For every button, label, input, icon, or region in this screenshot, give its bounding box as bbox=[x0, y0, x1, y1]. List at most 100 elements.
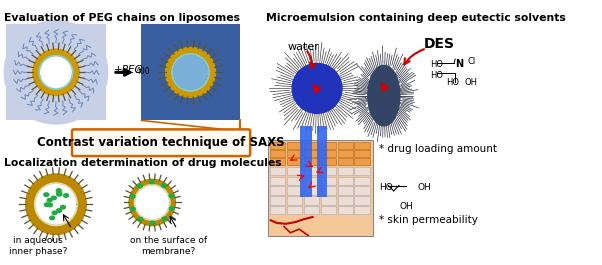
FancyBboxPatch shape bbox=[321, 150, 336, 157]
Text: DES: DES bbox=[424, 37, 455, 51]
Ellipse shape bbox=[34, 183, 77, 226]
Ellipse shape bbox=[47, 198, 52, 202]
FancyBboxPatch shape bbox=[287, 176, 302, 185]
Text: water: water bbox=[288, 42, 320, 52]
Ellipse shape bbox=[134, 185, 170, 220]
Ellipse shape bbox=[33, 49, 79, 95]
FancyBboxPatch shape bbox=[321, 186, 336, 195]
Ellipse shape bbox=[292, 63, 342, 113]
FancyBboxPatch shape bbox=[6, 24, 106, 121]
Ellipse shape bbox=[137, 184, 142, 188]
Ellipse shape bbox=[4, 21, 108, 124]
Ellipse shape bbox=[39, 55, 73, 89]
Ellipse shape bbox=[61, 205, 66, 209]
FancyBboxPatch shape bbox=[303, 196, 319, 205]
FancyBboxPatch shape bbox=[338, 196, 353, 205]
FancyBboxPatch shape bbox=[287, 150, 302, 157]
FancyBboxPatch shape bbox=[338, 167, 353, 175]
Ellipse shape bbox=[44, 193, 49, 196]
Text: OH: OH bbox=[400, 202, 414, 211]
FancyBboxPatch shape bbox=[270, 158, 285, 165]
Text: +PEG: +PEG bbox=[114, 65, 143, 75]
FancyBboxPatch shape bbox=[355, 142, 370, 149]
FancyBboxPatch shape bbox=[338, 176, 353, 185]
FancyBboxPatch shape bbox=[270, 150, 285, 157]
Text: $\bf{N}$: $\bf{N}$ bbox=[455, 57, 464, 69]
FancyBboxPatch shape bbox=[303, 176, 319, 185]
FancyBboxPatch shape bbox=[338, 186, 353, 195]
FancyBboxPatch shape bbox=[270, 206, 285, 214]
Ellipse shape bbox=[45, 203, 49, 206]
Ellipse shape bbox=[150, 221, 155, 225]
FancyBboxPatch shape bbox=[287, 142, 302, 149]
Ellipse shape bbox=[57, 209, 61, 212]
Text: Contrast variation technique of SAXS: Contrast variation technique of SAXS bbox=[37, 136, 285, 149]
Ellipse shape bbox=[166, 47, 216, 97]
FancyBboxPatch shape bbox=[321, 158, 336, 165]
FancyBboxPatch shape bbox=[355, 176, 370, 185]
FancyBboxPatch shape bbox=[287, 206, 302, 214]
Text: HO: HO bbox=[430, 60, 443, 69]
Ellipse shape bbox=[149, 180, 154, 184]
FancyBboxPatch shape bbox=[355, 186, 370, 195]
Ellipse shape bbox=[19, 167, 93, 242]
Text: HO: HO bbox=[446, 78, 459, 87]
FancyBboxPatch shape bbox=[72, 129, 250, 156]
FancyBboxPatch shape bbox=[355, 150, 370, 157]
FancyBboxPatch shape bbox=[303, 142, 319, 149]
Ellipse shape bbox=[130, 207, 135, 211]
Ellipse shape bbox=[146, 28, 235, 117]
Ellipse shape bbox=[57, 192, 62, 195]
Ellipse shape bbox=[57, 189, 61, 192]
FancyBboxPatch shape bbox=[321, 142, 336, 149]
Ellipse shape bbox=[169, 207, 174, 210]
FancyBboxPatch shape bbox=[300, 126, 312, 197]
Ellipse shape bbox=[169, 194, 174, 198]
Text: Cl: Cl bbox=[468, 57, 476, 66]
FancyBboxPatch shape bbox=[355, 196, 370, 205]
FancyBboxPatch shape bbox=[321, 206, 336, 214]
Text: 400: 400 bbox=[135, 67, 150, 76]
FancyBboxPatch shape bbox=[321, 176, 336, 185]
FancyBboxPatch shape bbox=[270, 186, 285, 195]
Ellipse shape bbox=[50, 216, 55, 220]
Ellipse shape bbox=[64, 194, 69, 197]
FancyBboxPatch shape bbox=[303, 167, 319, 175]
Ellipse shape bbox=[57, 192, 61, 196]
Text: Localization determination of drug molecules: Localization determination of drug molec… bbox=[4, 158, 282, 168]
FancyBboxPatch shape bbox=[287, 196, 302, 205]
Text: * drug loading amount: * drug loading amount bbox=[379, 144, 497, 154]
Ellipse shape bbox=[122, 172, 182, 233]
Ellipse shape bbox=[161, 184, 166, 187]
FancyBboxPatch shape bbox=[268, 140, 373, 236]
Text: on the surface of
membrane?: on the surface of membrane? bbox=[129, 236, 206, 256]
FancyBboxPatch shape bbox=[287, 167, 302, 175]
FancyBboxPatch shape bbox=[321, 167, 336, 175]
Ellipse shape bbox=[51, 196, 57, 200]
Ellipse shape bbox=[368, 65, 400, 126]
FancyBboxPatch shape bbox=[287, 158, 302, 165]
Text: in aqueous
inner phase?: in aqueous inner phase? bbox=[9, 236, 67, 256]
Text: * skin permeability: * skin permeability bbox=[379, 215, 479, 225]
Ellipse shape bbox=[48, 203, 52, 207]
Ellipse shape bbox=[41, 57, 71, 87]
Ellipse shape bbox=[138, 217, 143, 221]
Ellipse shape bbox=[136, 186, 168, 219]
FancyBboxPatch shape bbox=[355, 167, 370, 175]
FancyBboxPatch shape bbox=[338, 150, 353, 157]
Ellipse shape bbox=[162, 217, 167, 221]
Text: HO: HO bbox=[379, 183, 393, 192]
Ellipse shape bbox=[52, 211, 57, 215]
FancyBboxPatch shape bbox=[303, 206, 319, 214]
FancyBboxPatch shape bbox=[141, 24, 240, 121]
FancyBboxPatch shape bbox=[270, 196, 285, 205]
Text: OH: OH bbox=[418, 183, 432, 192]
FancyBboxPatch shape bbox=[303, 186, 319, 195]
Ellipse shape bbox=[36, 185, 75, 224]
FancyBboxPatch shape bbox=[317, 126, 327, 197]
FancyBboxPatch shape bbox=[355, 206, 370, 214]
Ellipse shape bbox=[130, 195, 135, 198]
FancyBboxPatch shape bbox=[303, 158, 319, 165]
FancyBboxPatch shape bbox=[270, 142, 285, 149]
FancyBboxPatch shape bbox=[270, 176, 285, 185]
